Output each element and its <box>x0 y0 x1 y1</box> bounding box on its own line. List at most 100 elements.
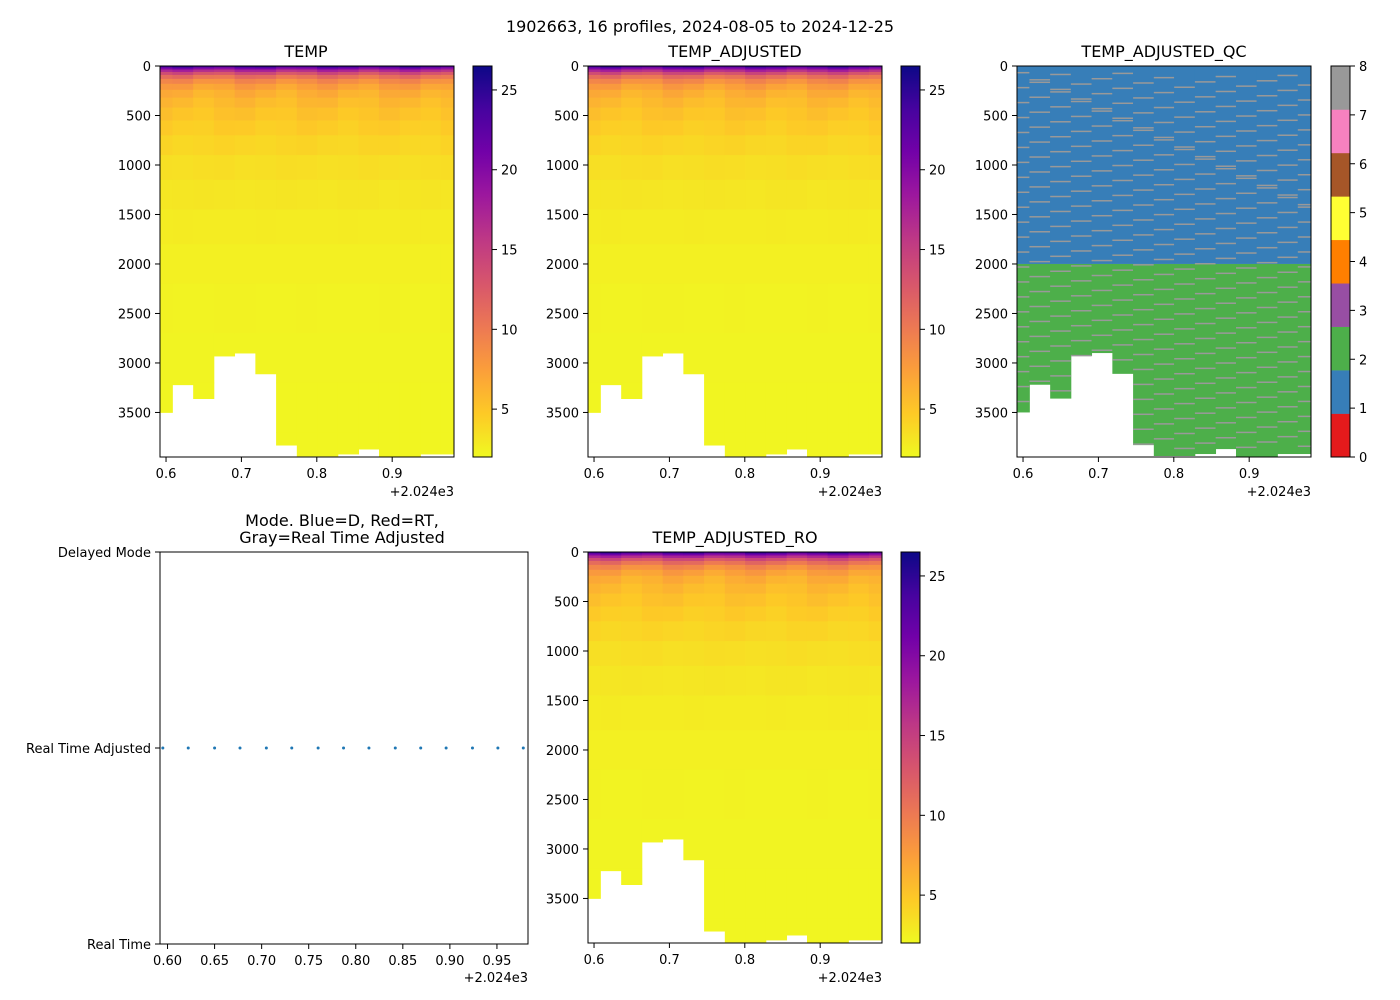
temp_ro-cell <box>683 583 705 594</box>
qc-flag-8-line <box>1133 398 1154 401</box>
qc-flag-8-line <box>1029 186 1051 188</box>
temp_adj-cell <box>806 244 829 285</box>
qc-flag-8-line <box>1215 362 1236 364</box>
temp-cell <box>296 97 318 108</box>
qc-flag-8-line <box>1050 240 1071 243</box>
temp_adj-cell <box>588 179 601 210</box>
mode-point <box>470 746 474 750</box>
temp_ro-cell <box>641 564 664 571</box>
temp_adj-cell <box>704 120 726 136</box>
qc-flag-8-line <box>1277 435 1298 438</box>
temp-cell <box>378 74 401 80</box>
temp_adj-cell <box>704 74 726 80</box>
temp-colorbar-tick-label: 25 <box>501 84 518 99</box>
temp-heatmap <box>160 66 455 458</box>
temp_ro-cell <box>704 557 726 562</box>
qc-flag-8-line <box>1297 114 1311 116</box>
temp-cell <box>193 74 215 80</box>
temp-adjusted-axes-frame <box>587 65 883 458</box>
temp-cell <box>234 135 256 156</box>
qc-flag-8-line <box>1017 206 1030 208</box>
qc-flag-8-line <box>1050 73 1071 76</box>
qc-flag-8-line <box>1235 85 1257 87</box>
temp_qc-colorbar-tick-label: 0 <box>1359 451 1367 466</box>
temp_ro-cell <box>827 564 849 571</box>
qc-colorbar-segment-7 <box>1331 109 1350 154</box>
temp-cell <box>276 66 298 68</box>
temp_adj-cell <box>745 78 767 85</box>
qc-flag-8-line <box>1277 361 1298 363</box>
qc-flag-8-line <box>1256 169 1278 172</box>
temp_adj-cell <box>786 78 808 85</box>
mode-point <box>186 746 190 750</box>
temp_ro-cell <box>786 557 808 562</box>
mode-ytick-label: Real Time <box>87 938 151 953</box>
temp_ro-ytick-label: 3000 <box>546 843 579 858</box>
temp-cell <box>296 83 318 91</box>
qc-flag-8-line <box>1153 423 1175 425</box>
temp-cell <box>172 107 194 121</box>
qc-flag-8-line <box>1194 337 1216 340</box>
mode-point <box>444 746 448 750</box>
temp_adj-cell <box>827 66 849 68</box>
temp_ro-cell <box>848 621 870 642</box>
qc-flag-8-line <box>1215 272 1236 275</box>
qc-flag-8-line <box>1256 411 1278 413</box>
temp_qc-ytick-label: 2500 <box>975 307 1008 322</box>
qc-flag-8-line <box>1194 352 1216 355</box>
temp_ro-cell <box>662 769 684 820</box>
qc-colorbar-segment-4 <box>1331 239 1350 284</box>
qc-flag-8-line <box>1050 135 1071 138</box>
temp-cell <box>255 67 277 70</box>
qc-flag-8-line <box>1050 91 1071 93</box>
temp_adj-cell <box>683 67 705 70</box>
temp-cell <box>172 97 194 108</box>
temp-cell <box>296 432 318 457</box>
qc-colorbar-segment-8 <box>1331 66 1350 110</box>
temp_ro-cell <box>588 575 601 585</box>
temp_qc-ytick-label: 1500 <box>975 208 1008 223</box>
temp-cell <box>160 179 173 210</box>
temp_ro-cell <box>806 730 829 771</box>
qc-flag-8-line <box>1215 332 1236 334</box>
temp-cell <box>276 78 298 85</box>
qc-flag-8-line <box>1235 446 1257 449</box>
temp_adj-cell <box>786 107 808 121</box>
temp_adj-cell <box>868 135 883 156</box>
temp-cell <box>440 120 455 136</box>
qc-flag-8-line <box>1133 189 1154 191</box>
temp_ro-cell <box>588 583 601 594</box>
qc-flag-8-line <box>1017 221 1030 223</box>
temp_adj-cell <box>848 78 870 85</box>
ro-axes-frame <box>587 551 883 944</box>
temp_adj-cell <box>600 155 622 181</box>
temp-cell <box>399 97 421 108</box>
temp-cell <box>358 155 380 181</box>
temp-cell <box>399 66 421 68</box>
temp-cell <box>440 155 455 181</box>
temp-cell <box>255 78 277 85</box>
temp_ro-cell <box>621 583 643 594</box>
qc-cell-flag-2 <box>1017 263 1030 413</box>
qc-flag-8-line <box>1153 76 1175 79</box>
qc-flag-8-line <box>1153 213 1175 216</box>
qc-flag-8-line <box>1029 201 1051 203</box>
temp-cell <box>255 155 277 181</box>
qc-flag-8-line <box>1112 134 1134 137</box>
qc-flag-8-line <box>1133 219 1154 221</box>
temp_adj-cell <box>765 71 788 76</box>
temp_ro-cell <box>662 641 684 667</box>
temp-cell <box>378 97 401 108</box>
temp-cell <box>337 69 360 73</box>
temp-cell <box>358 135 380 156</box>
temp_adj-cell <box>683 97 705 108</box>
temp_adj-cell <box>786 97 808 108</box>
temp_adj-cell <box>745 83 767 91</box>
temp-cell <box>337 120 360 136</box>
temp_ro-cell <box>621 695 643 731</box>
temp_ro-cell <box>662 575 684 585</box>
temp_adj-xtick-label: 0.7 <box>659 467 680 482</box>
temp_ro-cell <box>765 569 788 577</box>
temp_adj-cell <box>806 74 829 80</box>
qc-flag-8-line <box>1153 169 1175 171</box>
